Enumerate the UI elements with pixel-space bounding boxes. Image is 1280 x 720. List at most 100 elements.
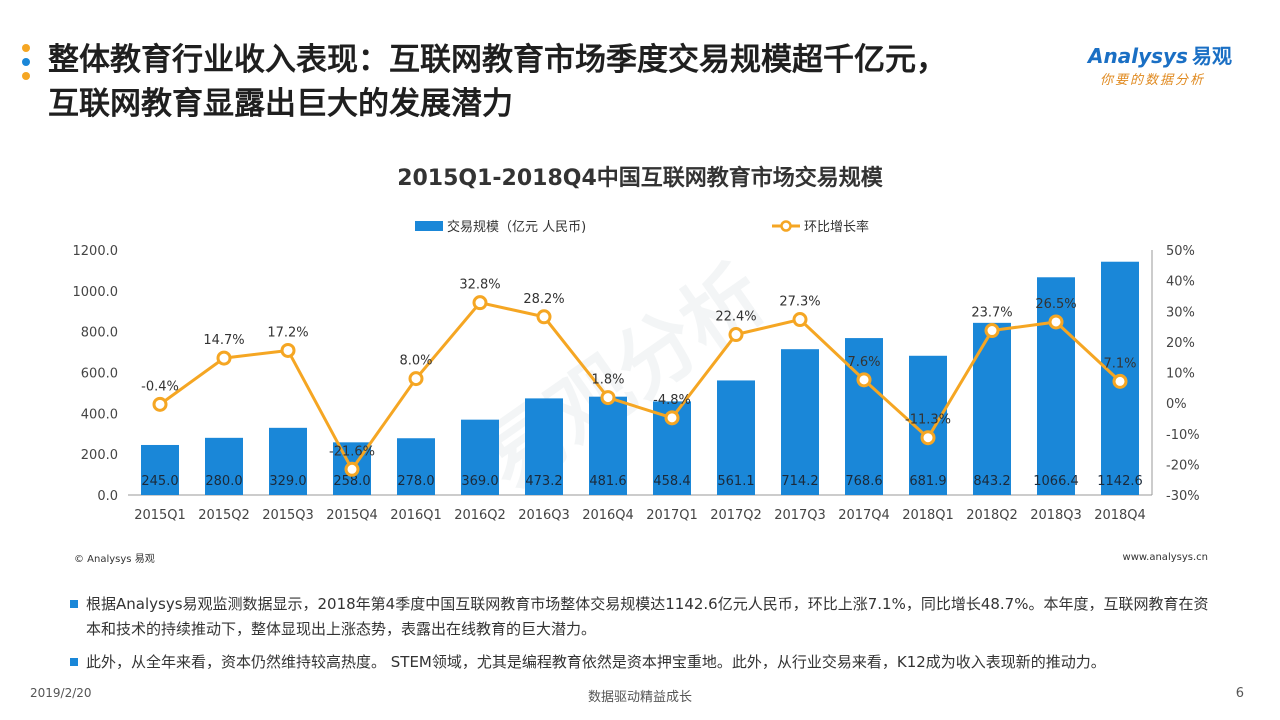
x-tick-label: 2015Q3 — [262, 508, 314, 523]
growth-point-2018Q2 — [984, 323, 1000, 339]
x-tick-label: 2016Q3 — [518, 508, 570, 523]
growth-point-2018Q1 — [920, 430, 936, 446]
growth-point-2017Q3 — [792, 312, 808, 328]
y-left-tick: 1000.0 — [73, 285, 119, 300]
growth-value-label: 14.7% — [203, 333, 244, 348]
growth-value-label: -21.6% — [329, 444, 375, 459]
page-number: 6 — [1235, 686, 1244, 701]
x-tick-label: 2018Q1 — [902, 508, 954, 523]
y-right-tick: 0% — [1166, 397, 1187, 412]
x-tick-label: 2017Q3 — [774, 508, 826, 523]
footer-date: 2019/2/20 — [30, 686, 92, 700]
growth-point-2015Q2 — [216, 350, 232, 366]
x-tick-label: 2016Q1 — [390, 508, 442, 523]
bullet-dot-2 — [22, 58, 30, 66]
bar-value-label: 768.6 — [845, 474, 882, 489]
bar-value-label: 843.2 — [973, 474, 1010, 489]
growth-value-label: 1.8% — [591, 373, 624, 388]
bar-value-label: 561.1 — [717, 474, 754, 489]
bar-2015Q1 — [141, 444, 179, 495]
growth-point-2017Q4 — [856, 372, 872, 388]
growth-point-2018Q3 — [1048, 314, 1064, 330]
y-left-tick: 600.0 — [81, 367, 118, 382]
growth-point-2016Q3 — [536, 309, 552, 325]
bar-2015Q2 — [205, 437, 243, 495]
bullet-dot-3 — [22, 72, 30, 80]
bar-2016Q1 — [397, 438, 435, 495]
growth-value-label: 8.0% — [399, 354, 432, 369]
bar-2018Q3 — [1037, 277, 1075, 495]
x-tick-label: 2017Q2 — [710, 508, 762, 523]
title-bullets — [22, 44, 32, 86]
footer-slogan: 数据驱动精益成长 — [587, 690, 692, 705]
logo-cn: 易观 — [1191, 44, 1232, 68]
growth-value-label: -0.4% — [141, 379, 179, 394]
y-left-tick: 200.0 — [81, 448, 118, 463]
growth-point-2018Q4 — [1112, 373, 1128, 389]
bar-2017Q4 — [845, 338, 883, 495]
x-tick-label: 2018Q2 — [966, 508, 1018, 523]
y-left-tick: 400.0 — [81, 407, 118, 422]
note-1: 根据Analysys易观监测数据显示，2018年第4季度中国互联网教育市场整体交… — [70, 592, 1220, 642]
website: www.analysys.cn — [1122, 552, 1208, 563]
legend-bar-label: 交易规模（亿元 人民币) — [447, 219, 586, 235]
bar-value-label: 258.0 — [333, 474, 370, 489]
bar-value-label: 280.0 — [205, 474, 242, 489]
bullet-dot-1 — [22, 44, 30, 52]
growth-value-label: 22.4% — [715, 310, 756, 325]
slide-title-line1: 整体教育行业收入表现：互联网教育市场季度交易规模超千亿元， — [48, 42, 947, 78]
growth-value-label: 23.7% — [971, 306, 1012, 321]
x-tick-label: 2015Q2 — [198, 508, 250, 523]
legend-line-label: 环比增长率 — [804, 219, 869, 235]
bar-2016Q3 — [525, 398, 563, 495]
y-left-tick: 800.0 — [81, 326, 118, 341]
x-tick-label: 2016Q2 — [454, 508, 506, 523]
bar-value-label: 369.0 — [461, 474, 498, 489]
y-right-tick: -30% — [1166, 489, 1200, 504]
growth-point-2017Q2 — [728, 327, 744, 343]
legend-line-marker — [780, 220, 792, 232]
growth-value-label: 27.3% — [779, 295, 820, 310]
growth-point-2015Q1 — [152, 396, 168, 412]
bar-value-label: 481.6 — [589, 474, 626, 489]
y-right-tick: 20% — [1166, 336, 1195, 351]
logo-wordmark: Analysys 易观 — [1088, 40, 1268, 69]
growth-value-label: 7.6% — [847, 355, 880, 370]
copyright: © Analysys 易观 — [74, 554, 155, 565]
growth-point-2016Q4 — [600, 390, 616, 406]
growth-value-label: -4.8% — [653, 393, 691, 408]
y-left-tick: 0.0 — [97, 489, 118, 504]
growth-point-2015Q4 — [344, 461, 360, 477]
x-tick-label: 2015Q1 — [134, 508, 186, 523]
bar-2015Q3 — [269, 427, 307, 495]
growth-point-2015Q3 — [280, 342, 296, 358]
growth-point-2016Q1 — [408, 371, 424, 387]
bar-2017Q2 — [717, 380, 755, 495]
growth-value-label: 7.1% — [1103, 356, 1136, 371]
bar-value-label: 1142.6 — [1097, 474, 1143, 489]
y-right-tick: 50% — [1166, 244, 1195, 259]
growth-value-label: 32.8% — [459, 278, 500, 293]
x-tick-label: 2016Q4 — [582, 508, 634, 523]
bar-2017Q3 — [781, 349, 819, 495]
y-right-tick: -20% — [1166, 458, 1200, 473]
bar-2016Q4 — [589, 396, 627, 495]
bar-value-label: 329.0 — [269, 474, 306, 489]
note-2: 此外，从全年来看，资本仍然维持较高热度。 STEM领域，尤其是编程教育依然是资本… — [70, 650, 1220, 675]
bar-value-label: 473.2 — [525, 474, 562, 489]
growth-value-label: 26.5% — [1035, 297, 1076, 312]
growth-point-2017Q1 — [664, 410, 680, 426]
bar-value-label: 245.0 — [141, 474, 178, 489]
bar-value-label: 714.2 — [781, 474, 818, 489]
growth-point-2016Q2 — [472, 295, 488, 311]
chart-title: 2015Q1-2018Q4中国互联网教育市场交易规模 — [397, 166, 883, 191]
bar-value-label: 1066.4 — [1033, 474, 1079, 489]
y-right-tick: 10% — [1166, 367, 1195, 382]
bar-2018Q2 — [973, 322, 1011, 495]
logo-main-text: nalysys — [1103, 44, 1188, 68]
y-right-tick: 40% — [1166, 275, 1195, 290]
slide-title-line2: 互联网教育显露出巨大的发展潜力 — [48, 86, 513, 122]
bar-value-label: 681.9 — [909, 474, 946, 489]
legend-bar-swatch — [415, 221, 443, 231]
